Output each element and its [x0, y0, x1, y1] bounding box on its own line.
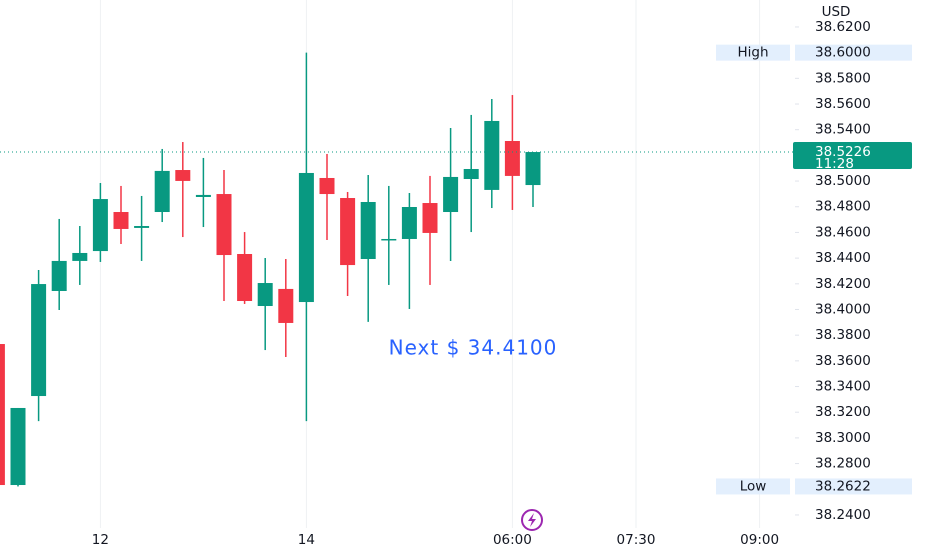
- x-tick-label: 09:00: [740, 532, 779, 548]
- price-axis: 38.6200 38.5800 38.5600 38.5400 38.5000 38.48…: [716, 19, 912, 523]
- candle-body: [237, 254, 253, 302]
- y-tick-label: 38.3200: [815, 404, 871, 420]
- y-tick-label: 38.3400: [815, 379, 871, 395]
- candle-body: [51, 260, 67, 291]
- high-marker-value-bg: [795, 44, 912, 61]
- y-tick-label: 38.2400: [815, 507, 871, 523]
- y-tick-label: 38.4200: [815, 276, 871, 292]
- y-tick-label: 38.3800: [815, 327, 871, 343]
- y-tick-label: 38.5800: [815, 70, 871, 86]
- candle-body: [381, 238, 397, 241]
- y-tick-label: 38.2800: [815, 456, 871, 472]
- candle-body: [319, 177, 335, 195]
- y-tick-label: 38.4800: [815, 199, 871, 215]
- low-marker-label: Low: [740, 478, 767, 494]
- grid: 12 14 06:00 07:30 09:00: [92, 0, 779, 548]
- candle-body: [463, 168, 479, 180]
- y-tick-label: 38.5400: [815, 122, 871, 138]
- candle-body: [360, 201, 376, 260]
- y-tick-label: 38.5600: [815, 96, 871, 112]
- x-tick-label: 12: [92, 532, 109, 548]
- last-price-value: 38.5226: [815, 144, 871, 160]
- candle-body: [484, 120, 500, 190]
- y-tick-label: 38.4600: [815, 224, 871, 240]
- candle-body: [72, 252, 88, 261]
- candle-body: [422, 203, 438, 233]
- candle-body: [298, 172, 314, 303]
- candle-body: [31, 284, 47, 397]
- candle-body: [278, 288, 294, 323]
- candle-body: [340, 198, 356, 266]
- low-marker-tag-bg: [716, 478, 790, 495]
- low-marker-value-bg: [795, 478, 912, 495]
- candles: [0, 52, 793, 487]
- y-tick-label: 38.3600: [815, 353, 871, 369]
- candle-body: [113, 212, 129, 229]
- y-tick-label: 38.4000: [815, 301, 871, 317]
- candle-body: [504, 140, 520, 176]
- candle-body: [134, 226, 150, 228]
- candle-body: [525, 152, 541, 186]
- candle-body: [154, 170, 170, 213]
- countdown: 11:28: [815, 156, 854, 172]
- candle-body: [257, 283, 273, 307]
- candle-body: [10, 407, 26, 486]
- event-bolt: [528, 513, 536, 527]
- x-tick-label: 06:00: [493, 532, 532, 548]
- currency-label: USD: [822, 4, 851, 20]
- low-marker-value: 38.2622: [815, 478, 871, 494]
- y-tick-label: 38.6200: [815, 19, 871, 35]
- candle-body: [216, 194, 232, 256]
- candle-body: [92, 199, 108, 252]
- candle-body: [443, 176, 459, 213]
- candle-body: [175, 170, 191, 181]
- last-price-tag: [793, 142, 912, 170]
- x-tick-label: 14: [298, 532, 315, 548]
- x-tick-label: 07:30: [617, 532, 656, 548]
- high-marker-label: High: [737, 45, 768, 61]
- candle-body: [0, 344, 5, 486]
- y-tick-label: 38.4400: [815, 250, 871, 266]
- y-tick-label: 38.5000: [815, 173, 871, 189]
- high-marker-value: 38.6000: [815, 45, 871, 61]
- event-icon[interactable]: [521, 509, 543, 531]
- high-marker-tag-bg: [716, 44, 790, 61]
- candle-body: [401, 207, 417, 239]
- y-tick-label: 38.3000: [815, 430, 871, 446]
- annotation: Next $ 34.4100: [389, 336, 558, 360]
- candle-body: [195, 194, 211, 197]
